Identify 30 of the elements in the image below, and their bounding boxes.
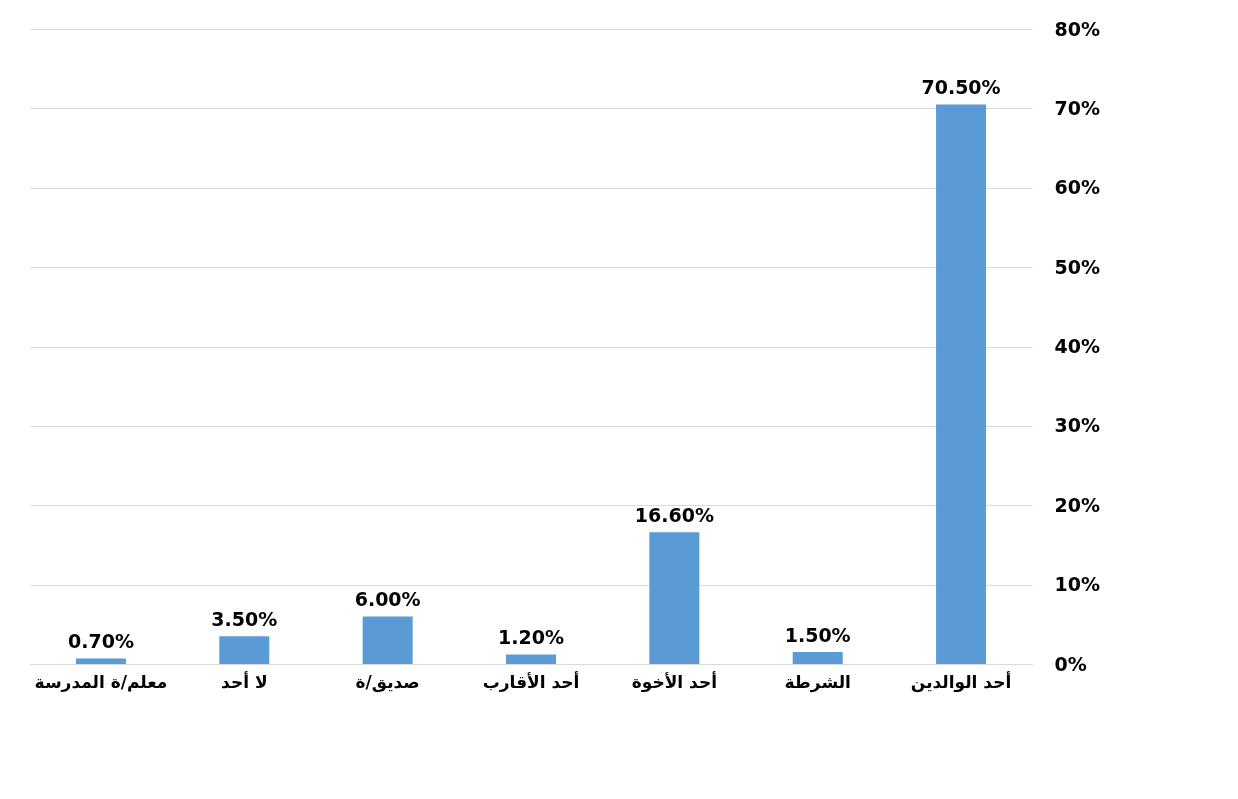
data-label: 16.60% [634, 504, 714, 527]
bar [506, 654, 556, 664]
bar [649, 532, 700, 664]
bar [792, 652, 843, 664]
y-tick-label: 30% [1054, 414, 1100, 437]
data-label: 70.50% [921, 76, 1001, 99]
data-label: 3.50% [211, 608, 278, 631]
data-label: 1.20% [498, 626, 564, 649]
y-tick-label: 80% [1054, 17, 1100, 40]
bar [362, 616, 413, 664]
bar [936, 104, 987, 664]
data-label: 1.50% [784, 624, 851, 647]
y-tick-label: 70% [1054, 96, 1100, 119]
x-tick-label: صديق/ة [355, 671, 420, 693]
y-tick-label: 60% [1054, 176, 1100, 199]
data-label: 6.00% [354, 588, 421, 611]
x-tick-label: أحد الأخوة [631, 670, 717, 693]
x-tick-label: لا أحد [221, 670, 268, 692]
y-tick-label: 40% [1054, 335, 1100, 357]
x-tick-label: الشرطة [784, 671, 851, 693]
bar [75, 658, 126, 664]
y-tick-label: 0% [1054, 652, 1087, 675]
x-tick-label: أحد الأقارب [482, 670, 580, 692]
x-tick-label: معلم/ة المدرسة [34, 671, 168, 692]
y-tick-label: 50% [1054, 255, 1100, 278]
data-label: 0.70% [68, 630, 134, 653]
x-tick-label: أحد الوالدين [910, 670, 1012, 693]
y-tick-label: 20% [1054, 493, 1100, 516]
bar [219, 636, 270, 664]
y-tick-label: 10% [1054, 573, 1100, 596]
